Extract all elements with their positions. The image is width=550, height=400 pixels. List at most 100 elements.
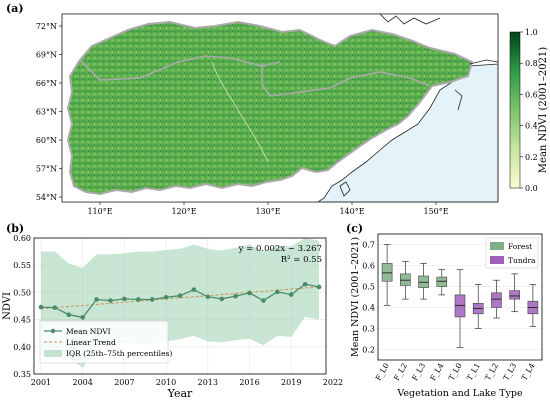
lat-tick-label: 54°N	[36, 193, 57, 202]
plot-frame-b	[33, 237, 327, 375]
mean-ndvi-point	[108, 298, 113, 303]
y-tick-label-b: 0.40	[13, 343, 31, 352]
colorbar-tick-label: 0.4	[525, 122, 538, 131]
x-axis-label-b: Year	[167, 387, 193, 400]
mean-ndvi-point	[288, 292, 294, 297]
plot-frame-c	[377, 233, 543, 361]
river	[211, 61, 269, 163]
mean-ndvi-point	[80, 315, 85, 320]
y-tick-label-c: 0.6	[362, 262, 375, 271]
lat-tick-label: 69°N	[36, 51, 57, 60]
lat-tick-label: 72°N	[36, 22, 57, 31]
y-tick-label-b: 0.50	[13, 288, 31, 297]
mean-ndvi-point	[38, 304, 44, 310]
lon-tick-label: 150°E	[423, 207, 448, 216]
mean-ndvi-point	[177, 293, 183, 298]
x-tick-label-c: T_L4	[520, 361, 537, 382]
mean-ndvi-point	[52, 305, 58, 310]
box-iqr	[454, 294, 466, 318]
mean-ndvi-point	[316, 284, 322, 290]
y-axis-label-c: Mean NDVI (2001–2021)	[350, 237, 361, 357]
legend-trend-label: Linear Trend	[66, 338, 116, 347]
box-plot-panel: (c) 0.20.30.40.50.60.7F_L0 F_L2 F_L3 F_L4 T_…	[346, 222, 543, 399]
mean-ndvi-point	[247, 290, 252, 296]
x-tick-label-c: T_L2	[483, 361, 500, 382]
x-tick-label-b: 2010	[156, 378, 176, 387]
x-tick-label-c: T_L1	[465, 362, 482, 383]
x-tick-label-b: 2001	[31, 378, 51, 387]
coastline-islands	[339, 14, 498, 197]
lat-tick-label: 60°N	[36, 136, 57, 145]
colorbar-tick-label: 0.6	[525, 90, 538, 99]
mean-ndvi-point	[233, 293, 238, 299]
colorbar-tick-label: 1.0	[525, 28, 538, 37]
colorbar-tick-label: 0.0	[525, 184, 538, 193]
colorbar-tick-label: 0.2	[525, 153, 538, 162]
mean-ndvi-point	[122, 296, 127, 302]
mean-ndvi-point	[94, 297, 99, 302]
lat-tick-label: 66°N	[36, 79, 57, 88]
box-iqr	[509, 290, 520, 300]
legend-mean-label: Mean NDVI	[66, 327, 111, 336]
trend-line	[40, 286, 320, 310]
mean-ndvi-point	[275, 289, 280, 295]
box-iqr	[491, 292, 502, 308]
x-tick-label-c: F_L3	[410, 361, 427, 382]
y-tick-label-c: 0.5	[362, 283, 375, 292]
y-tick-label-b: 0.55	[13, 261, 31, 270]
legend-forest-swatch	[490, 242, 504, 250]
legend-b: Mean NDVI Linear Trend IQR (25th–75th pe…	[39, 320, 172, 364]
x-tick-label-c: F_L0	[374, 361, 391, 382]
legend-iqr-label: IQR (25th–75th percentiles)	[66, 349, 172, 358]
box-iqr	[381, 263, 393, 282]
lat-tick-label: 57°N	[36, 165, 57, 174]
y-tick-label-c: 0.7	[362, 241, 375, 250]
box-iqr	[418, 275, 429, 288]
lon-tick-label: 130°E	[255, 207, 280, 216]
mean-ndvi-point	[261, 298, 266, 303]
mean-ndvi-point	[66, 312, 72, 318]
legend-forest-label: Forest	[508, 242, 532, 251]
lon-tick-label: 110°E	[87, 207, 112, 216]
legend-mean-marker	[50, 328, 56, 334]
x-axis-label-c: Vegetation and Lake Type	[396, 388, 523, 399]
mean-ndvi-point	[302, 281, 308, 287]
lon-tick-label: 140°E	[339, 207, 364, 216]
legend-c: Forest Tundra	[485, 237, 539, 269]
mean-ndvi-point	[191, 287, 197, 292]
lat-tick-label: 63°N	[36, 108, 57, 117]
colorbar-label: Mean NDVI (2001–2021)	[538, 47, 549, 173]
x-tick-label-b: 2004	[72, 378, 92, 387]
colorbar-gradient	[509, 31, 521, 189]
mean-ndvi-point	[219, 296, 225, 302]
box-iqr	[400, 273, 411, 286]
x-tick-label-c: T_L0	[447, 361, 464, 382]
legend-iqr-swatch	[44, 350, 62, 357]
y-tick-label-b: 0.35	[13, 370, 31, 379]
x-tick-label-b: 2013	[198, 378, 218, 387]
y-axis-label-b: NDVI	[2, 292, 13, 320]
box-iqr	[436, 276, 448, 287]
x-tick-label-b: 2019	[281, 378, 301, 387]
mean-ndvi-point	[163, 294, 169, 300]
x-tick-label-c: T_L3	[501, 361, 518, 382]
y-tick-label-b: 0.45	[13, 316, 31, 325]
y-tick-label-c: 0.2	[362, 346, 375, 355]
x-tick-label-b: 2016	[239, 378, 259, 387]
panel-a-label: (a)	[6, 2, 24, 15]
colorbar-tick-label: 0.8	[525, 59, 538, 68]
boundary-lines	[79, 55, 431, 97]
y-tick-label-c: 0.4	[362, 304, 375, 313]
lon-tick-label: 120°E	[171, 207, 196, 216]
y-tick-label-b: 0.60	[13, 234, 31, 243]
r2-annotation: R² = 0.55	[281, 255, 322, 265]
panel-c-label: (c)	[346, 222, 363, 235]
x-tick-label-b: 2007	[114, 378, 134, 387]
legend-tundra-label: Tundra	[508, 256, 536, 265]
mean-ndvi-point	[135, 297, 141, 302]
panel-b-label: (b)	[6, 222, 24, 235]
x-tick-label-b: 2022	[323, 378, 343, 387]
x-tick-label-c: F_L2	[392, 361, 409, 382]
equation-annotation: y = 0.002x − 3.267	[238, 244, 322, 254]
